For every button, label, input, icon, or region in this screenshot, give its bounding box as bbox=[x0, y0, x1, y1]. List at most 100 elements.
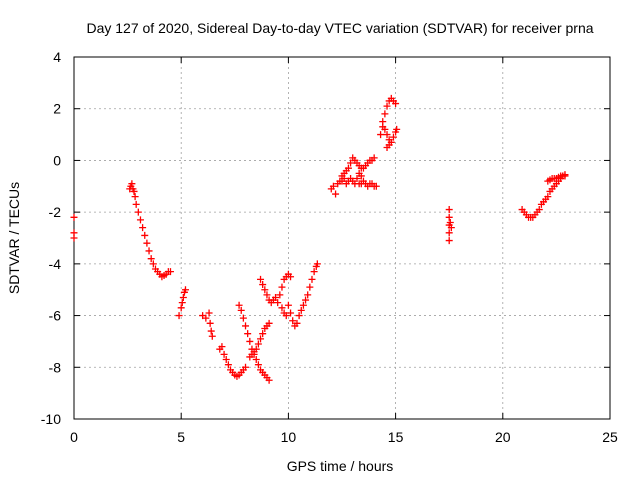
data-point bbox=[353, 175, 361, 183]
data-point bbox=[293, 319, 301, 327]
data-point bbox=[263, 291, 271, 299]
x-tick-label: 25 bbox=[602, 429, 618, 445]
data-point bbox=[179, 293, 187, 301]
data-point bbox=[332, 190, 340, 198]
data-point bbox=[178, 299, 186, 307]
data-point bbox=[383, 131, 391, 139]
data-point bbox=[377, 131, 385, 139]
data-point bbox=[304, 291, 312, 299]
data-point bbox=[134, 208, 142, 216]
data-point bbox=[329, 182, 337, 190]
data-point bbox=[310, 268, 318, 276]
data-point bbox=[70, 234, 78, 242]
y-axis-label: SDTVAR / TECUs bbox=[6, 182, 22, 294]
data-point bbox=[357, 172, 365, 180]
data-point bbox=[278, 304, 286, 312]
data-point bbox=[246, 337, 254, 345]
data-point bbox=[222, 356, 230, 364]
data-point bbox=[242, 322, 250, 330]
data-point bbox=[235, 301, 243, 309]
data-point bbox=[446, 218, 454, 226]
data-point bbox=[261, 286, 269, 294]
data-point bbox=[181, 286, 189, 294]
data-points bbox=[70, 94, 569, 384]
data-point bbox=[141, 231, 149, 239]
data-point bbox=[175, 312, 183, 320]
data-point bbox=[389, 133, 397, 141]
data-point bbox=[265, 319, 273, 327]
x-tick-label: 15 bbox=[388, 429, 404, 445]
y-tick-label: -6 bbox=[49, 308, 62, 324]
data-point bbox=[445, 237, 453, 245]
data-point bbox=[128, 180, 136, 188]
data-point bbox=[224, 361, 232, 369]
data-point bbox=[347, 159, 355, 167]
data-point bbox=[372, 182, 380, 190]
data-point bbox=[202, 314, 210, 322]
data-point bbox=[259, 330, 267, 338]
data-point bbox=[381, 125, 389, 133]
data-point bbox=[149, 260, 157, 268]
data-point bbox=[274, 299, 282, 307]
data-point bbox=[143, 239, 151, 247]
y-tick-label: 4 bbox=[53, 49, 61, 65]
data-point bbox=[344, 164, 352, 172]
y-tick-label: -2 bbox=[49, 204, 62, 220]
data-point bbox=[299, 301, 307, 309]
x-tick-label: 5 bbox=[177, 429, 185, 445]
data-point bbox=[387, 138, 395, 146]
data-point bbox=[295, 312, 303, 320]
x-axis-label: GPS time / hours bbox=[287, 458, 394, 474]
data-point bbox=[208, 332, 216, 340]
data-point bbox=[302, 296, 310, 304]
data-point bbox=[205, 309, 213, 317]
data-point bbox=[145, 247, 153, 255]
data-point bbox=[445, 206, 453, 214]
y-tick-label: -10 bbox=[41, 411, 61, 427]
x-tick-label: 10 bbox=[281, 429, 297, 445]
data-point bbox=[252, 345, 260, 353]
data-point bbox=[239, 314, 247, 322]
grid bbox=[74, 57, 610, 419]
data-point bbox=[242, 363, 250, 371]
data-point bbox=[254, 340, 262, 348]
data-point bbox=[147, 255, 155, 263]
data-point bbox=[313, 260, 321, 268]
data-point bbox=[207, 327, 215, 335]
data-point bbox=[447, 224, 455, 232]
data-point bbox=[272, 293, 280, 301]
data-point bbox=[252, 356, 260, 364]
data-point bbox=[257, 335, 265, 343]
data-point bbox=[392, 100, 400, 108]
data-point bbox=[278, 283, 286, 291]
data-point bbox=[282, 312, 290, 320]
data-point bbox=[132, 200, 140, 208]
data-point bbox=[237, 306, 245, 314]
data-point bbox=[70, 213, 78, 221]
y-tick-label: -4 bbox=[49, 256, 62, 272]
data-point bbox=[259, 281, 267, 289]
data-point bbox=[284, 301, 292, 309]
data-point bbox=[297, 306, 305, 314]
data-point bbox=[244, 330, 252, 338]
chart-title: Day 127 of 2020, Sidereal Day-to-day VTE… bbox=[86, 20, 593, 36]
data-point bbox=[287, 309, 295, 317]
data-point bbox=[445, 213, 453, 221]
y-tick-label: 2 bbox=[53, 101, 61, 117]
data-point bbox=[177, 304, 185, 312]
data-point bbox=[381, 110, 389, 118]
data-point bbox=[306, 283, 314, 291]
data-point bbox=[139, 224, 147, 232]
data-point bbox=[287, 273, 295, 281]
data-point bbox=[535, 206, 543, 214]
data-point bbox=[206, 319, 214, 327]
data-point bbox=[445, 229, 453, 237]
data-point bbox=[265, 376, 273, 384]
data-point bbox=[308, 275, 316, 283]
data-point bbox=[276, 291, 284, 299]
data-point bbox=[136, 216, 144, 224]
data-point bbox=[131, 193, 139, 201]
data-point bbox=[370, 154, 378, 162]
